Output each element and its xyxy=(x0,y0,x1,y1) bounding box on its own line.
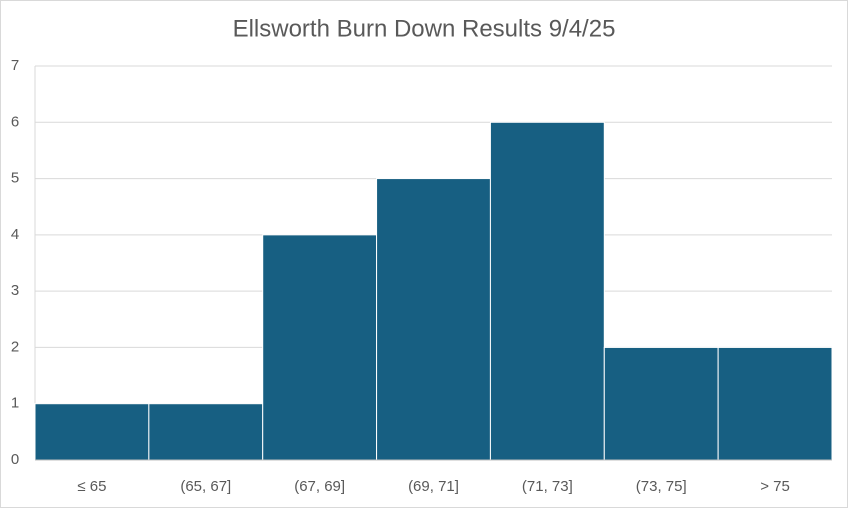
chart-title: Ellsworth Burn Down Results 9/4/25 xyxy=(233,15,616,42)
bar xyxy=(262,234,378,461)
y-tick-label: 0 xyxy=(11,451,19,468)
bar xyxy=(603,346,719,461)
y-tick-label: 6 xyxy=(11,113,19,130)
y-tick-label: 3 xyxy=(11,282,19,299)
x-tick-label: (71, 73] xyxy=(522,478,573,495)
bar xyxy=(376,178,491,461)
x-tick-label: ≤ 65 xyxy=(77,478,106,495)
x-tick-label: (65, 67] xyxy=(180,478,231,495)
bar xyxy=(148,403,264,461)
x-tick-label: (73, 75] xyxy=(636,478,687,495)
bar xyxy=(34,403,150,461)
y-tick-label: 2 xyxy=(11,338,19,355)
y-tick-label: 5 xyxy=(11,170,19,187)
bar xyxy=(717,346,833,461)
x-tick-label: (67, 69] xyxy=(294,478,345,495)
y-tick-label: 1 xyxy=(11,395,19,412)
x-tick-label: > 75 xyxy=(760,478,790,495)
bar xyxy=(489,121,605,461)
x-tick-label: (69, 71] xyxy=(408,478,459,495)
y-tick-label: 7 xyxy=(11,57,19,74)
y-tick-label: 4 xyxy=(11,226,19,243)
